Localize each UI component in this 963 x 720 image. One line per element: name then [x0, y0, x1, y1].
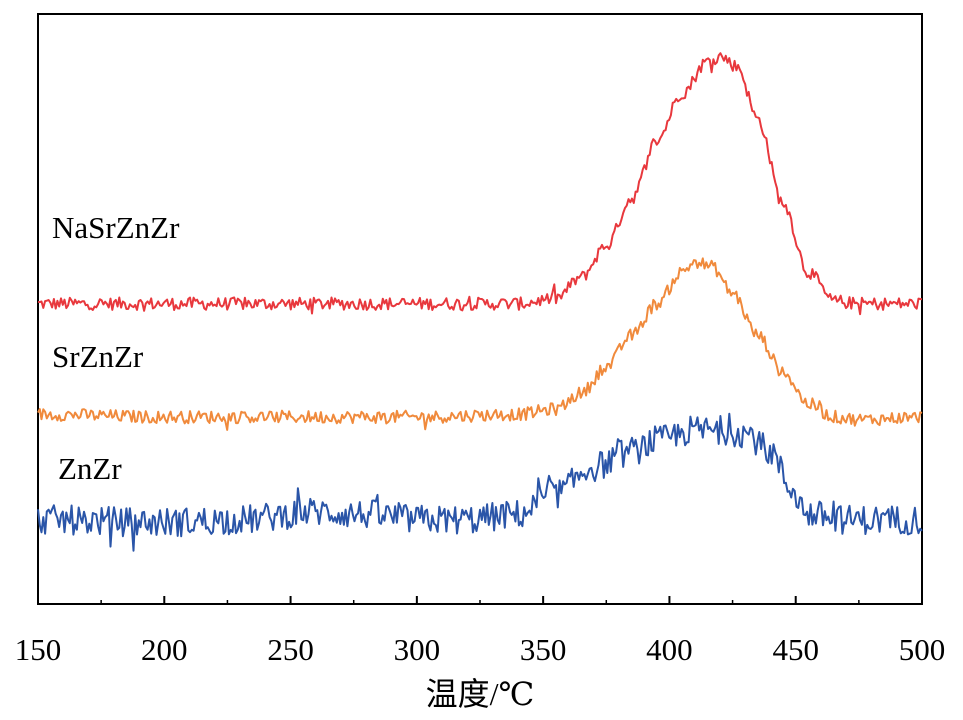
x-tick-label-400: 400: [646, 632, 693, 667]
series-line-nasrznzr: [37, 52, 923, 316]
x-tick-label-150: 150: [15, 632, 62, 667]
x-tick-label-450: 450: [772, 632, 819, 667]
x-axis-ticks: 150 200 250 300 350 400 450 500: [15, 596, 946, 667]
x-tick-label-350: 350: [520, 632, 567, 667]
series-label-srznzr: SrZnZr: [52, 339, 144, 374]
series-line-znzr: [37, 412, 923, 552]
x-tick-label-300: 300: [394, 632, 441, 667]
series-layer: [37, 52, 923, 552]
series-label-nasrznzr: NaSrZnZr: [52, 210, 180, 245]
series-line-srznzr: [37, 257, 923, 431]
x-tick-label-250: 250: [267, 632, 314, 667]
series-label-znzr: ZnZr: [58, 451, 122, 486]
x-tick-label-500: 500: [899, 632, 946, 667]
series-labels: NaSrZnZr SrZnZr ZnZr: [52, 210, 180, 486]
x-axis-label: 温度/℃: [426, 676, 535, 712]
x-tick-label-200: 200: [141, 632, 188, 667]
